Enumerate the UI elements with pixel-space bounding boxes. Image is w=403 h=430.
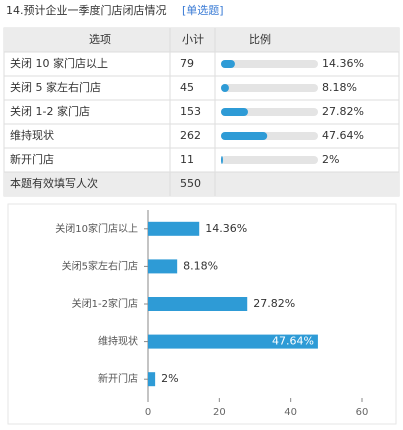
option-label: 关闭 1-2 家门店: [10, 104, 90, 118]
table-header-bg: [4, 28, 399, 52]
ratio-track: [221, 156, 318, 164]
ratio-bar: [221, 84, 229, 92]
y-tick-label: 关闭10家门店以上: [55, 222, 138, 235]
ratio-track: [221, 84, 318, 92]
x-tick-label: 20: [213, 407, 226, 418]
ratio-label: 8.18%: [322, 81, 357, 94]
ratio-label: 27.82%: [322, 105, 364, 118]
count: 45: [180, 81, 194, 94]
question-tag: [单选题]: [182, 4, 224, 17]
bar: [148, 221, 200, 236]
x-tick-label: 60: [356, 407, 369, 418]
column-header: 选项: [89, 33, 111, 46]
bar: [148, 259, 178, 274]
bar: [148, 372, 156, 387]
table-footer-bg: [4, 172, 399, 196]
ratio-label: 2%: [322, 153, 339, 166]
ratio-bar: [221, 132, 268, 140]
y-tick-label: 关闭1-2家门店: [72, 297, 138, 310]
y-tick-label: 维持现状: [98, 335, 138, 348]
x-tick-label: 0: [145, 407, 151, 418]
count: 79: [180, 57, 194, 70]
ratio-label: 47.64%: [322, 129, 364, 142]
x-tick-label: 40: [284, 407, 297, 418]
ratio-track: [221, 60, 318, 68]
option-label: 关闭 5 家左右门店: [10, 80, 101, 94]
ratio-bar: [221, 108, 248, 116]
y-tick-label: 新开门店: [98, 372, 138, 385]
count: 153: [180, 105, 201, 118]
value-label: 47.64%: [272, 335, 314, 348]
value-label: 27.82%: [253, 297, 295, 310]
y-tick-label: 关闭5家左右门店: [62, 259, 138, 272]
column-header: 小计: [182, 33, 204, 46]
bar: [148, 297, 248, 311]
footer-count: 550: [180, 177, 201, 190]
column-header: 比例: [249, 32, 271, 46]
count: 11: [180, 153, 194, 166]
bar: [148, 334, 318, 349]
count: 262: [180, 129, 201, 142]
option-label: 新开门店: [10, 152, 54, 166]
question-title: 14.预计企业一季度门店闭店情况: [6, 3, 167, 17]
ratio-label: 14.36%: [322, 57, 364, 70]
ratio-bar: [221, 156, 223, 164]
option-label: 关闭 10 家门店以上: [10, 56, 108, 70]
option-label: 维持现状: [10, 128, 54, 142]
value-label: 2%: [161, 372, 178, 385]
value-label: 14.36%: [205, 222, 247, 235]
footer-label: 本题有效填写人次: [10, 176, 98, 190]
chart-frame: [7, 203, 397, 425]
value-label: 8.18%: [183, 259, 218, 272]
ratio-bar: [221, 60, 235, 68]
